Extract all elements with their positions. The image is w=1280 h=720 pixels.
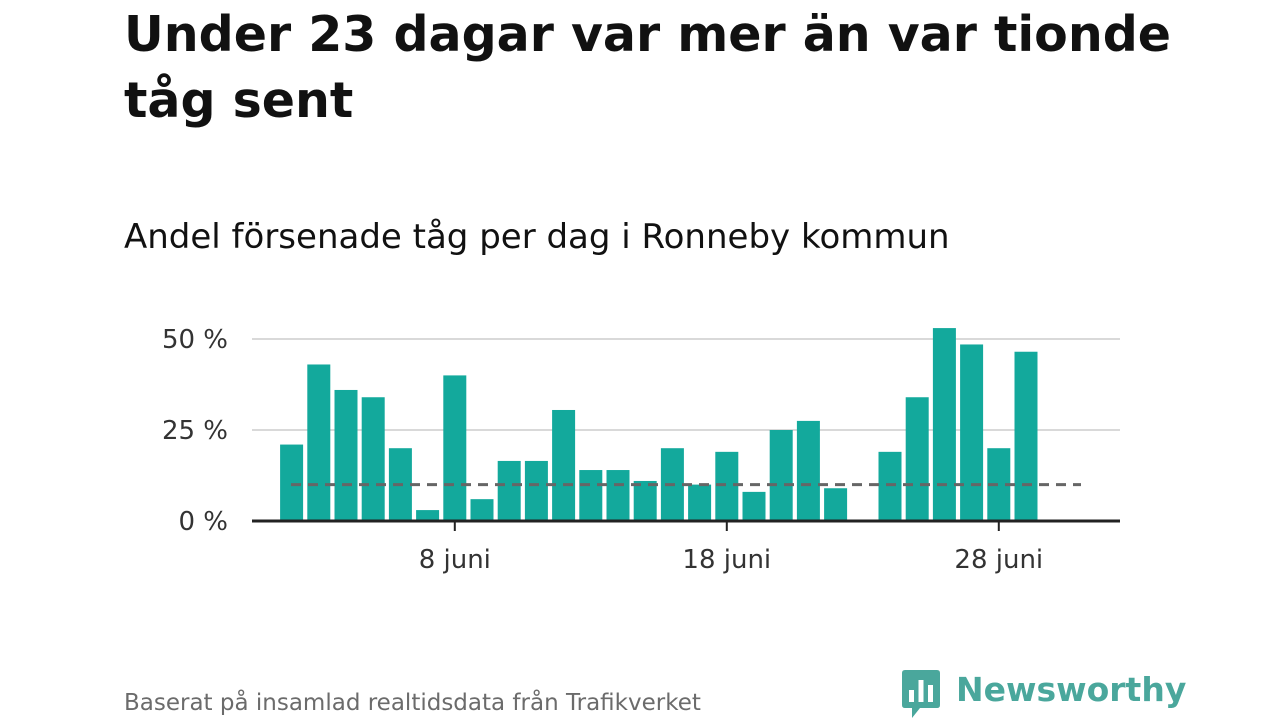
- bar: [769, 430, 793, 521]
- bar: [633, 480, 657, 521]
- bar: [552, 409, 576, 521]
- chart-title: Under 23 dagar var mer än var tionde tåg…: [124, 6, 1172, 129]
- bar: [416, 510, 440, 521]
- bar: [715, 451, 739, 521]
- bar: [905, 397, 929, 521]
- bar: [307, 364, 331, 521]
- bar: [688, 484, 712, 521]
- bar: [524, 460, 548, 521]
- y-tick-label: 0 %: [178, 507, 228, 537]
- bar: [334, 389, 358, 521]
- bar: [987, 448, 1011, 521]
- bar: [960, 344, 984, 521]
- bar: [932, 328, 956, 521]
- bar: [443, 375, 467, 521]
- brand-name: Newsworthy: [956, 670, 1187, 709]
- bar: [742, 491, 766, 521]
- y-tick-label: 25 %: [162, 416, 228, 446]
- newsworthy-chart-bubble-icon: [902, 670, 940, 718]
- x-tick-label: 18 juni: [682, 545, 771, 575]
- bar: [579, 470, 603, 521]
- bar: [470, 499, 494, 521]
- y-tick-label: 50 %: [162, 325, 228, 355]
- bar-chart: 0 % 25 % 50 % 8 juni 18 juni 28 juni: [162, 325, 1120, 575]
- bar: [824, 488, 848, 521]
- bar: [1014, 351, 1038, 521]
- bar: [878, 451, 902, 521]
- newsworthy-logo: Newsworthy: [900, 668, 1186, 720]
- axes: 0 % 25 % 50 % 8 juni 18 juni 28 juni: [162, 325, 1120, 575]
- bars: [280, 328, 1038, 521]
- bar: [796, 420, 820, 521]
- x-tick-label: 8 juni: [419, 545, 491, 575]
- chart-subtitle: Andel försenade tåg per dag i Ronneby ko…: [124, 217, 950, 257]
- bar: [280, 444, 304, 521]
- bar: [361, 397, 385, 521]
- bar: [606, 470, 630, 521]
- bar: [497, 460, 521, 521]
- x-tick-label: 28 juni: [954, 545, 1043, 575]
- source-note: Baserat på insamlad realtidsdata från Tr…: [124, 690, 701, 716]
